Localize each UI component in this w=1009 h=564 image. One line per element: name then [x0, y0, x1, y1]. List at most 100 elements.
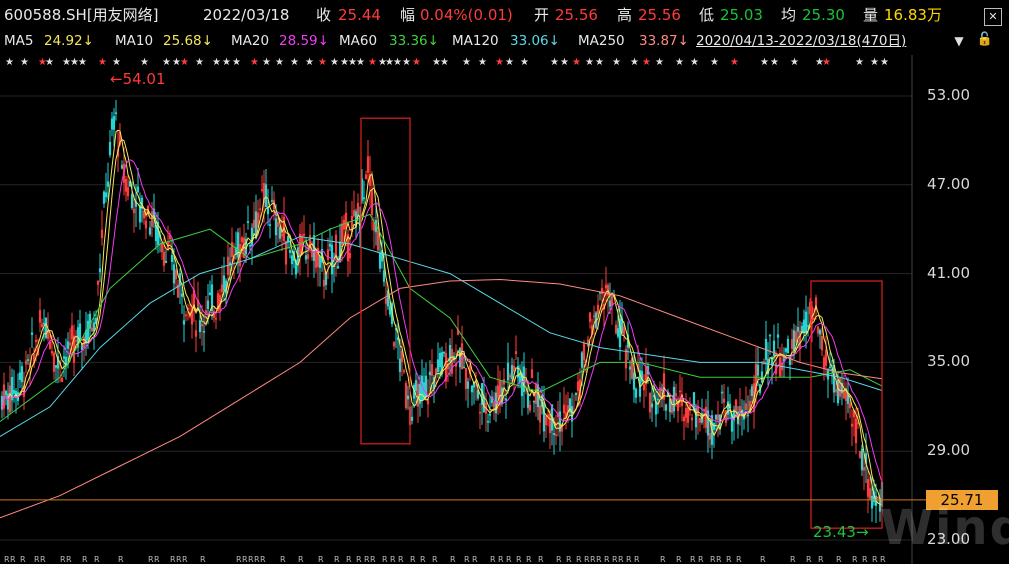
candle-body — [398, 358, 402, 372]
candle-body — [264, 184, 268, 208]
candle-body — [376, 230, 380, 251]
candle-body — [698, 417, 702, 423]
candle-body — [132, 208, 136, 214]
candle-body — [664, 404, 668, 411]
candle-body — [770, 356, 774, 366]
candle-body — [194, 330, 198, 337]
candle-body — [106, 181, 110, 187]
candle-body — [674, 393, 678, 396]
candle-body — [148, 227, 152, 235]
candle-body — [732, 409, 736, 421]
candle-body — [174, 270, 178, 280]
rights-marker: R — [836, 555, 842, 564]
rights-marker: R — [410, 555, 416, 564]
rights-marker: R — [612, 555, 618, 564]
event-star: ★ — [710, 57, 719, 68]
candle-body — [96, 280, 100, 285]
event-star: ★ — [690, 57, 699, 68]
candle-body — [568, 398, 572, 413]
event-star: ★ — [495, 57, 504, 68]
candle-body — [726, 401, 730, 415]
event-star: ★ — [20, 57, 29, 68]
event-star: ★ — [62, 57, 71, 68]
candle-body — [824, 349, 828, 366]
candle-body — [752, 383, 756, 412]
lock-icon[interactable]: 🔓 — [976, 32, 994, 47]
candle-body — [662, 373, 666, 400]
candle-body — [306, 254, 310, 259]
candle-body — [772, 340, 776, 357]
candle-body — [706, 410, 710, 436]
candle-body — [488, 413, 492, 416]
candle-body — [600, 287, 604, 295]
rights-marker: R — [176, 555, 182, 564]
candle-body — [400, 350, 404, 363]
candle-body — [38, 309, 42, 323]
candle-body — [670, 398, 674, 413]
candle-body — [260, 189, 264, 191]
candle-body — [384, 298, 388, 304]
candle-body — [744, 403, 748, 411]
candle-body — [214, 318, 218, 320]
candle-body — [364, 174, 368, 180]
candle-body — [694, 408, 698, 428]
candle-body — [126, 187, 130, 197]
candle-body — [388, 306, 392, 315]
candle-body — [628, 366, 632, 370]
ma-line-ma60 — [0, 213, 883, 423]
date-range-selector[interactable]: 2020/04/13-2022/03/18(470日) — [696, 33, 907, 49]
candlestick-chart[interactable]: ★ ★ ★★ ★ ★ ★ ★ ★ ★ ★ ★ ★ ★ ★ ★ ★ ★ ★ ★ ★ ★ ★ ★ ★ ★ ★ ★ ★★ ★ ★ ★ ★ ★ ★ ★ ★ ★ ★… — [0, 55, 1009, 564]
low-value: 25.03 — [720, 6, 763, 24]
event-star: ★ — [70, 57, 79, 68]
close-icon[interactable]: ✕ — [984, 8, 1002, 26]
candle-body — [746, 414, 750, 417]
event-star: ★ — [478, 57, 487, 68]
candle-body — [526, 393, 530, 408]
candle-body — [164, 260, 168, 264]
event-star: ★ — [162, 57, 171, 68]
rights-marker: R — [82, 555, 88, 564]
event-star: ★ — [870, 57, 879, 68]
candle-body — [722, 398, 726, 403]
candle-body — [176, 284, 180, 298]
ma-line-ma5 — [1, 129, 883, 506]
candle-body — [4, 390, 8, 396]
event-star: ★ — [462, 57, 471, 68]
candle-body — [6, 393, 10, 410]
candle-body — [42, 322, 46, 325]
candle-body — [392, 342, 396, 347]
rights-marker: R — [346, 555, 352, 564]
quote-date: 2022/03/18 — [203, 6, 290, 24]
rights-marker: R — [364, 555, 370, 564]
candle-body — [816, 326, 820, 334]
candle-body — [458, 348, 462, 368]
candle-body — [490, 396, 494, 403]
volume-label: 量 — [863, 6, 879, 24]
candle-body — [112, 116, 116, 130]
candle-body — [220, 284, 224, 293]
candle-body — [130, 194, 134, 209]
rights-marker: R — [790, 555, 796, 564]
candle-body — [538, 405, 542, 423]
candle-body — [530, 369, 534, 379]
candle-body — [642, 384, 646, 391]
rights-marker: R — [818, 555, 824, 564]
rights-marker: R — [40, 555, 46, 564]
candle-body — [570, 406, 574, 422]
change-label: 幅 — [400, 6, 416, 24]
candle-body — [604, 284, 608, 289]
chevron-down-icon[interactable]: ▼ — [954, 34, 964, 48]
rights-marker: R — [242, 555, 248, 564]
event-star: ★ — [642, 57, 651, 68]
candle-body — [680, 394, 684, 406]
rights-marker: R — [66, 555, 72, 564]
candle-body — [818, 329, 822, 335]
candle-body — [230, 242, 234, 257]
candle-body — [876, 497, 880, 499]
candle-body — [470, 385, 474, 393]
candle-body — [862, 467, 866, 471]
candle-body — [202, 331, 206, 333]
rights-marker: R — [398, 555, 404, 564]
candle-body — [556, 412, 560, 418]
event-star: ★ — [305, 57, 314, 68]
